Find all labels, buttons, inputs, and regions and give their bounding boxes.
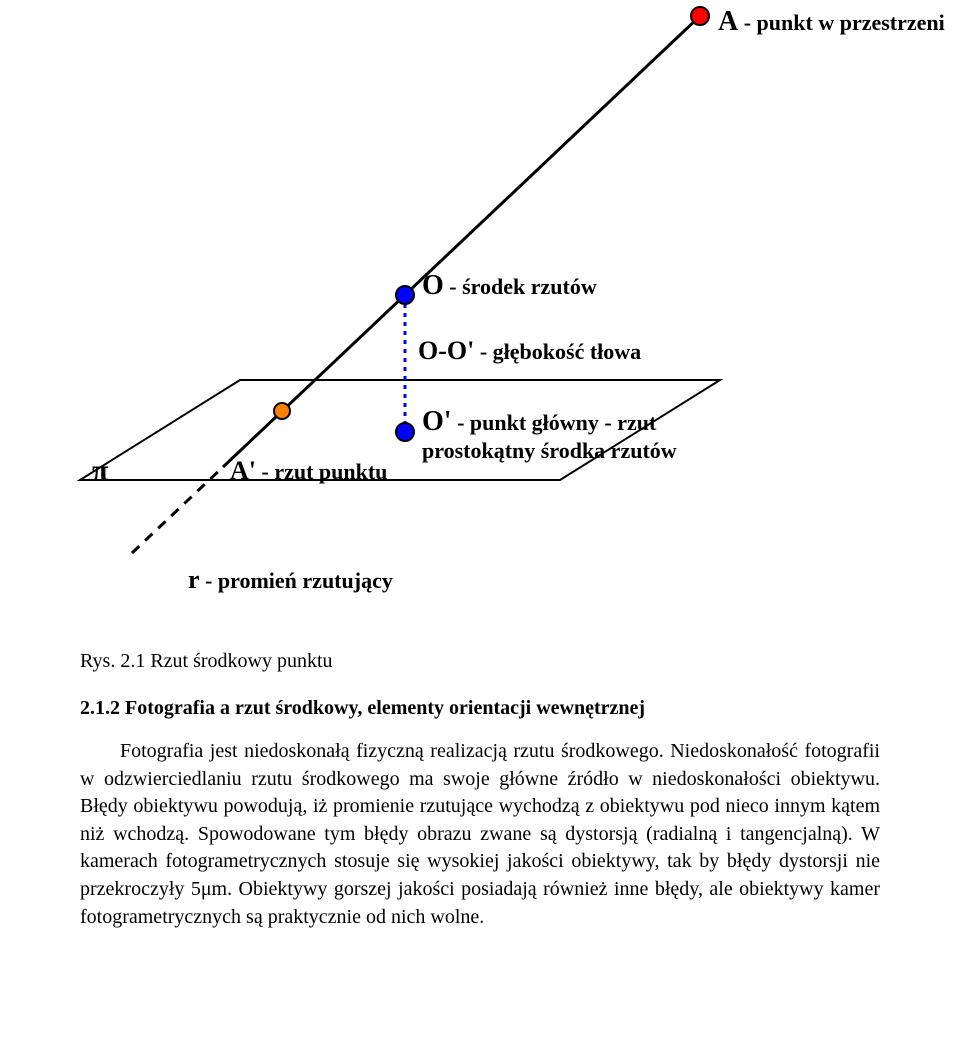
projection-diagram <box>0 0 960 640</box>
section-heading: 2.1.2 Fotografia a rzut środkowy, elemen… <box>0 673 960 720</box>
label-Op: O' - punkt główny - rzut prostokątny śro… <box>422 406 677 464</box>
sym-OO: O-O' <box>418 336 474 365</box>
page: A - punkt w przestrzeni O - środek rzutó… <box>0 0 960 931</box>
label-O: O - środek rzutów <box>422 270 597 302</box>
sym-pi: π <box>92 454 108 487</box>
label-OO: O-O' - głębokość tłowa <box>418 336 641 366</box>
label-Ap: A' - rzut punktu <box>230 456 387 486</box>
point-Op <box>396 423 414 441</box>
txt-r: - promień rzutujący <box>200 568 393 593</box>
txt-OO: - głębokość tłowa <box>474 339 641 364</box>
diagram-area: A - punkt w przestrzeni O - środek rzutó… <box>0 0 960 640</box>
txt-Op-1: - punkt główny - rzut <box>452 410 657 435</box>
sym-A: A <box>718 6 738 37</box>
sym-Op: O' <box>422 406 452 437</box>
txt-O: - środek rzutów <box>444 274 597 299</box>
label-r: r - promień rzutujący <box>188 565 393 595</box>
txt-Op-2: prostokątny środka rzutów <box>422 438 677 463</box>
figure-caption: Rys. 2.1 Rzut środkowy punktu <box>0 640 960 673</box>
txt-A: - punkt w przestrzeni <box>738 10 945 35</box>
body-paragraph: Fotografia jest niedoskonałą fizyczną re… <box>0 720 960 931</box>
point-O <box>396 286 414 304</box>
body-text-span: Fotografia jest niedoskonałą fizyczną re… <box>80 740 880 928</box>
sym-O: O <box>422 270 444 301</box>
point-Ap <box>274 403 290 419</box>
sym-Ap: A' <box>230 456 256 485</box>
txt-Ap: - rzut punktu <box>256 459 387 484</box>
ray-solid <box>223 16 700 467</box>
label-A: A - punkt w przestrzeni <box>718 6 945 38</box>
label-pi: π <box>92 454 108 488</box>
sym-r: r <box>188 565 200 594</box>
point-A <box>691 7 709 25</box>
